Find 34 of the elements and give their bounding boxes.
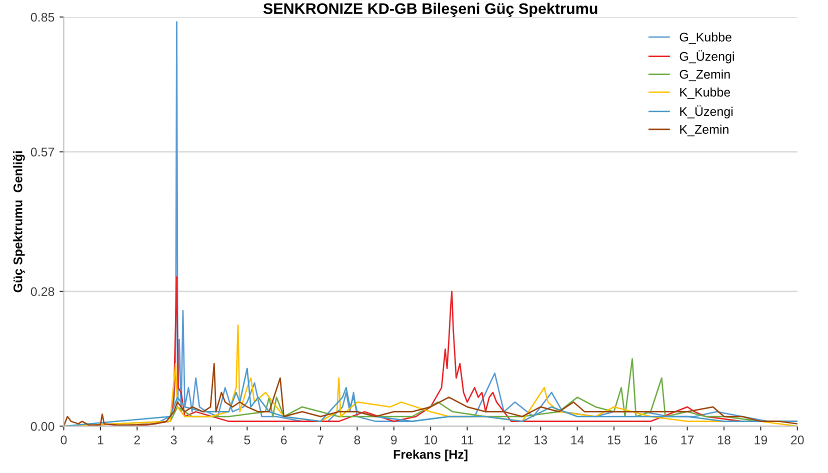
- x-tick-label: 20: [791, 436, 804, 444]
- x-tick-label: 14: [571, 436, 584, 444]
- x-tick-label: 7: [318, 436, 324, 444]
- x-tick-label: 8: [354, 436, 360, 444]
- y-tick-label: 0.57: [30, 148, 54, 156]
- y-tick-label: 0.85: [30, 12, 54, 22]
- x-tick-label: 12: [498, 436, 510, 444]
- legend-label: G_Üzengi: [680, 50, 734, 64]
- x-tick-label: 9: [390, 436, 397, 444]
- x-tick-label: 16: [644, 436, 658, 444]
- x-tick-label: 10: [424, 436, 438, 444]
- x-tick-label: 3: [170, 436, 177, 444]
- x-tick-label: 5: [244, 436, 250, 444]
- x-tick-label: 13: [534, 436, 548, 444]
- legend-label: G_Zemin: [680, 70, 730, 82]
- x-tick-label: 19: [754, 436, 768, 444]
- x-tick-label: 17: [681, 436, 694, 444]
- y-tick-label: 0.28: [30, 287, 54, 296]
- x-tick-label: 4: [207, 436, 214, 444]
- x-tick-label: 18: [718, 436, 730, 444]
- legend-label: K_Üzengi: [680, 105, 733, 118]
- y-axis-title: Güç Spektrumu Genliği: [13, 151, 25, 292]
- x-tick-label: 1: [98, 436, 104, 444]
- y-tick-label: 0.00: [30, 422, 54, 431]
- x-tick-label: 6: [281, 436, 287, 444]
- chart-title: SENKRONIZE KD-GB Bileşeni Güç Spektrumu: [263, 2, 598, 18]
- legend-label: K_Zemin: [680, 124, 728, 136]
- legend-label: G_Kubbe: [680, 32, 732, 44]
- x-tick-label: 15: [608, 436, 620, 444]
- legend-label: K_Kubbe: [680, 87, 730, 100]
- x-tick-label: 0: [60, 436, 67, 444]
- x-axis-title: Frekans [Hz]: [394, 450, 468, 462]
- x-tick-label: 11: [462, 436, 474, 444]
- x-tick-label: 2: [134, 436, 140, 444]
